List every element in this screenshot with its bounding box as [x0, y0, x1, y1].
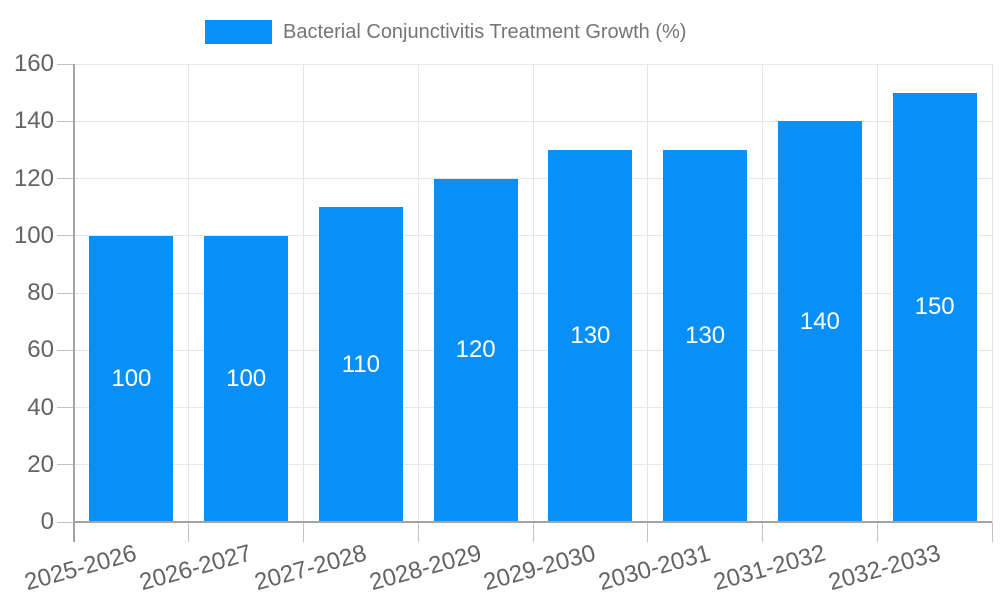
v-gridline — [647, 64, 649, 522]
bar-2030-2031[interactable] — [663, 149, 748, 522]
x-axis-line — [74, 521, 992, 523]
x-tick — [762, 522, 763, 542]
y-tick — [57, 349, 74, 351]
x-tick — [532, 522, 534, 542]
legend-swatch[interactable] — [205, 20, 272, 44]
v-gridline — [762, 64, 763, 522]
bar-2027-2028[interactable] — [318, 207, 403, 522]
y-axis-tick-label: 20 — [27, 450, 54, 478]
v-gridline — [303, 64, 304, 522]
bar-2025-2026[interactable] — [89, 235, 174, 522]
bar-2032-2033[interactable] — [892, 92, 977, 522]
v-gridline — [532, 64, 534, 522]
bar-value-label: 100 — [226, 364, 267, 392]
bar-value-label: 130 — [570, 321, 611, 349]
bar-2026-2027[interactable] — [204, 235, 289, 522]
v-gridline — [991, 64, 993, 522]
y-axis-tick-label: 100 — [13, 221, 54, 249]
y-tick — [57, 521, 74, 523]
y-tick — [57, 120, 74, 122]
chart-title: Bacterial Conjunctivitis Treatment Growt… — [283, 21, 687, 43]
bar-2029-2030[interactable] — [548, 149, 633, 522]
bar-2031-2032[interactable] — [777, 121, 862, 522]
bar-2028-2029[interactable] — [433, 178, 518, 522]
y-axis-tick-label: 0 — [40, 508, 54, 535]
y-axis-tick-label: 120 — [13, 164, 54, 192]
x-tick — [876, 522, 878, 542]
bar-value-label: 140 — [799, 307, 840, 335]
x-tick — [647, 522, 649, 542]
y-axis-tick-label: 140 — [13, 107, 54, 135]
y-axis-tick-label: 40 — [27, 393, 54, 421]
bar-value-label: 150 — [914, 293, 955, 321]
bar-value-label: 130 — [685, 321, 726, 349]
y-tick — [57, 63, 74, 65]
chart-legend: Bacterial Conjunctivitis Treatment Growt… — [205, 20, 686, 44]
y-tick — [57, 407, 74, 408]
y-axis-tick-label: 80 — [27, 279, 54, 306]
x-tick — [417, 522, 419, 542]
x-tick — [303, 522, 304, 542]
x-tick — [991, 522, 993, 542]
bar-value-label: 120 — [455, 336, 496, 364]
y-tick — [57, 235, 74, 237]
y-tick — [57, 178, 74, 179]
y-axis-tick-label: 60 — [27, 336, 54, 364]
y-tick — [57, 464, 74, 466]
x-tick — [188, 522, 190, 542]
y-axis-tick-label: 160 — [13, 50, 54, 77]
y-tick — [57, 292, 74, 294]
v-gridline — [417, 64, 419, 522]
v-gridline — [188, 64, 190, 522]
y-axis-line — [73, 64, 75, 542]
bar-value-label: 110 — [341, 350, 380, 378]
bar-value-label: 100 — [111, 364, 152, 392]
v-gridline — [876, 64, 878, 522]
